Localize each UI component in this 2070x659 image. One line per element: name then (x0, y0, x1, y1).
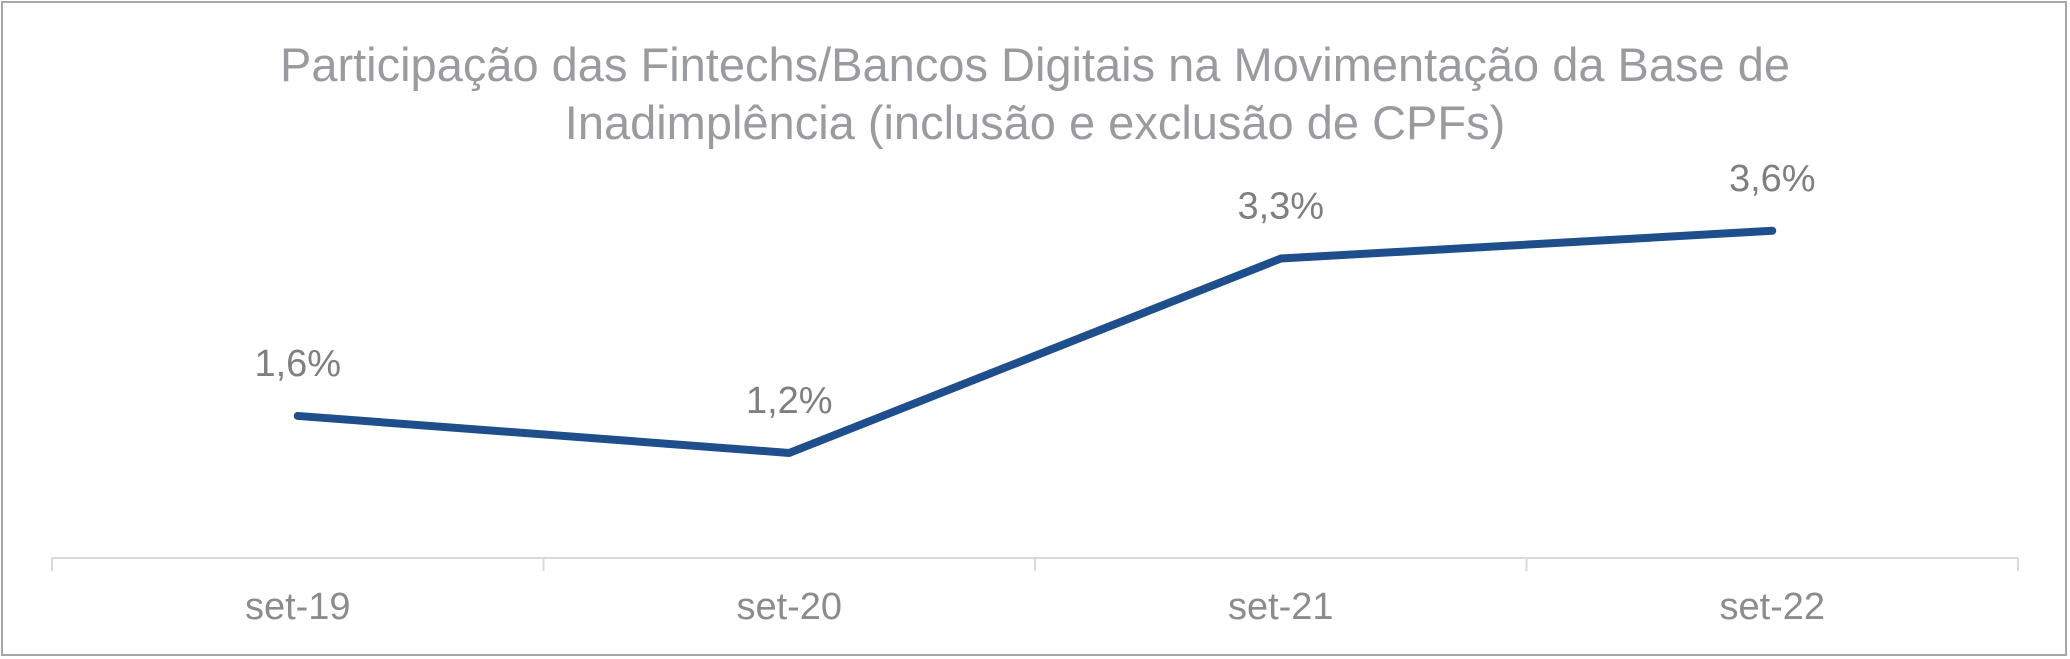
data-label: 3,6% (1729, 158, 1816, 200)
data-label: 1,6% (254, 343, 341, 385)
x-tick-label: set-22 (1719, 586, 1825, 628)
x-tick-label: set-21 (1228, 586, 1334, 628)
chart-title: Participação das Fintechs/Bancos Digitai… (0, 36, 2070, 152)
data-label: 3,3% (1237, 186, 1324, 228)
chart-title-line-1: Participação das Fintechs/Bancos Digitai… (279, 38, 1791, 91)
data-label: 1,2% (746, 380, 833, 422)
x-tick-label: set-19 (245, 586, 351, 628)
series-line (293, 226, 1777, 457)
chart-title-line-2: Inadimplência (inclusão e exclusão de CP… (564, 96, 1506, 149)
x-tick-label: set-20 (736, 586, 842, 628)
